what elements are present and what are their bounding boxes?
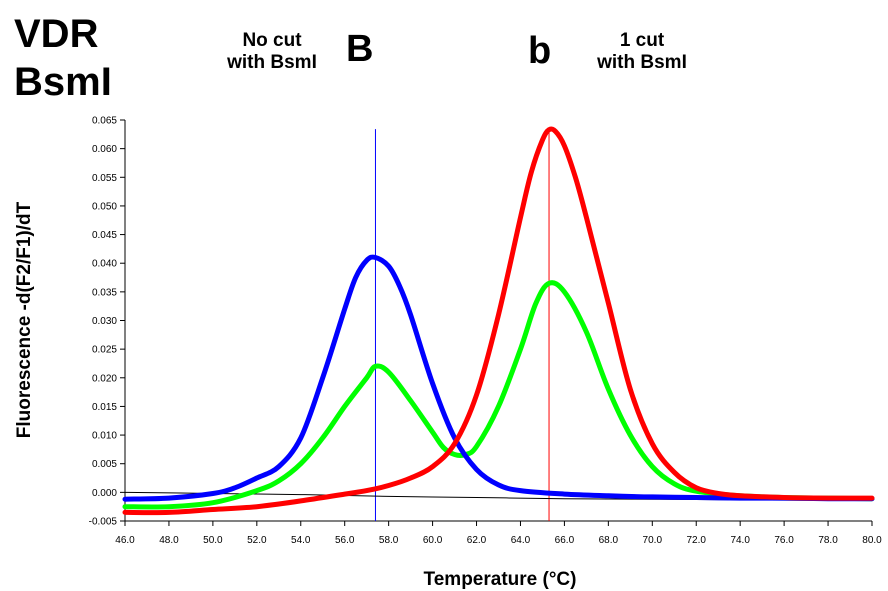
y-tick-label: 0.065 bbox=[92, 116, 117, 127]
x-tick-label: 56.0 bbox=[335, 535, 355, 546]
one-cut-note-line1: 1 cut bbox=[619, 30, 665, 51]
y-tick-label: 0.020 bbox=[92, 373, 117, 384]
series-line-00ff00 bbox=[122, 280, 875, 510]
x-tick-label: 54.0 bbox=[291, 535, 311, 546]
x-tick-label: 72.0 bbox=[687, 535, 707, 546]
chart-title-line2: BsmI bbox=[14, 60, 112, 104]
peak-markers bbox=[374, 129, 550, 521]
y-tick-label: 0.035 bbox=[92, 287, 117, 298]
x-tick-label: 64.0 bbox=[511, 535, 531, 546]
y-axis-label: Fluorescence -d(F2/F1)/dT bbox=[14, 201, 35, 438]
x-tick-label: 50.0 bbox=[203, 535, 223, 546]
x-tick-label: 80.0 bbox=[862, 535, 882, 546]
no-cut-note-line2: with BsmI bbox=[227, 52, 317, 73]
no-cut-note: No cut with BsmI bbox=[212, 30, 332, 74]
y-tick-label: 0.050 bbox=[92, 201, 117, 212]
no-cut-note-line1: No cut bbox=[242, 30, 302, 51]
x-tick-label: 58.0 bbox=[379, 535, 399, 546]
y-tick-label: 0.040 bbox=[92, 259, 117, 270]
peak-label-B: B bbox=[346, 28, 374, 70]
x-tick-label: 70.0 bbox=[643, 535, 663, 546]
x-tick-label: 48.0 bbox=[159, 535, 179, 546]
y-tick-label: 0.030 bbox=[92, 316, 117, 327]
axes: -0.005 0.000 0.005 0.010 0.015 0.020 0.025 0.03… bbox=[89, 116, 883, 547]
y-tick-label: 0.055 bbox=[92, 173, 117, 184]
y-tick-label: 0.025 bbox=[92, 345, 117, 356]
y-tick-label: 0.045 bbox=[92, 230, 117, 241]
series-line-0000ff bbox=[122, 254, 875, 502]
series-line-ff0000 bbox=[122, 126, 875, 516]
y-tick-label: 0.015 bbox=[92, 402, 117, 413]
x-tick-label: 68.0 bbox=[599, 535, 619, 546]
x-axis-label: Temperature (°C) bbox=[424, 569, 577, 590]
y-tick-label: 0.060 bbox=[92, 144, 117, 155]
x-tick-label: 76.0 bbox=[774, 535, 794, 546]
y-tick-label: 0.010 bbox=[92, 431, 117, 442]
x-tick-label: 66.0 bbox=[555, 535, 575, 546]
x-tick-label: 78.0 bbox=[818, 535, 838, 546]
one-cut-note-line2: with BsmI bbox=[597, 52, 687, 73]
x-tick-label: 52.0 bbox=[247, 535, 267, 546]
x-tick-label: 74.0 bbox=[730, 535, 750, 546]
y-tick-label: 0.000 bbox=[92, 488, 117, 499]
x-tick-label: 62.0 bbox=[467, 535, 487, 546]
y-tick-label: 0.005 bbox=[92, 459, 117, 470]
chart-title-line1: VDR bbox=[14, 12, 99, 56]
x-tick-label: 46.0 bbox=[115, 535, 135, 546]
peak-label-b: b bbox=[528, 30, 552, 72]
y-tick-label: -0.005 bbox=[89, 517, 118, 528]
series-lines bbox=[122, 126, 875, 516]
one-cut-note: 1 cut with BsmI bbox=[582, 30, 702, 74]
x-tick-label: 60.0 bbox=[423, 535, 443, 546]
